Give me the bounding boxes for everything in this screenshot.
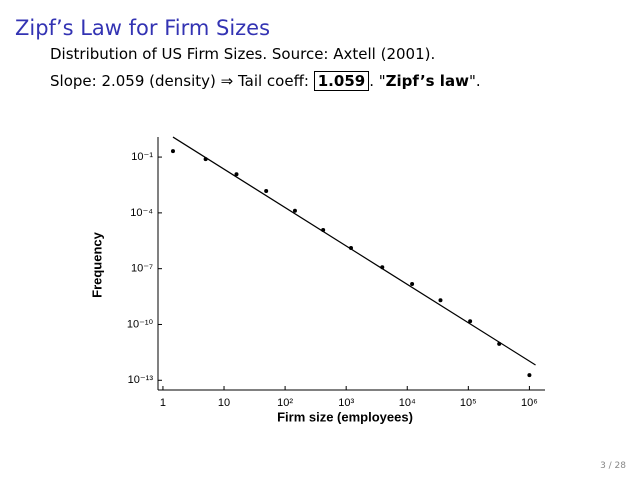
data-point bbox=[264, 188, 269, 193]
data-point bbox=[234, 172, 239, 177]
data-point bbox=[497, 341, 502, 346]
boxed-value: 1.059 bbox=[313, 71, 370, 91]
slide-title: Zipf’s Law for Firm Sizes bbox=[15, 16, 271, 40]
text: Slope: 2.059 (density) ⇒ Tail coeff: bbox=[50, 72, 314, 90]
x-axis-label: Firm size (employees) bbox=[277, 409, 413, 424]
y-tick-label: 10⁻¹ bbox=[131, 151, 153, 163]
x-tick-label: 10² bbox=[277, 397, 293, 409]
y-tick-label: 10⁻¹⁰ bbox=[127, 318, 154, 330]
data-point bbox=[468, 319, 473, 324]
data-point bbox=[527, 373, 532, 378]
x-tick-label: 10 bbox=[218, 397, 230, 409]
x-tick-label: 10³ bbox=[338, 397, 354, 409]
data-point bbox=[438, 298, 443, 303]
x-tick-label: 10⁵ bbox=[460, 397, 477, 409]
x-tick-label: 1 bbox=[160, 397, 166, 409]
x-tick-label: 10⁴ bbox=[399, 397, 416, 409]
y-tick-label: 10⁻⁷ bbox=[131, 263, 153, 275]
y-tick-label: 10⁻¹³ bbox=[128, 374, 154, 386]
data-point bbox=[380, 265, 385, 270]
page-number: 3 / 28 bbox=[600, 461, 626, 471]
subtitle-line: Distribution of US Firm Sizes. Source: A… bbox=[50, 45, 436, 63]
text: . " bbox=[369, 72, 386, 90]
data-point bbox=[321, 228, 326, 233]
data-point bbox=[170, 149, 175, 154]
subtitle-line: Slope: 2.059 (density) ⇒ Tail coeff: 1.0… bbox=[50, 71, 481, 91]
y-tick-label: 10⁻⁴ bbox=[130, 207, 153, 219]
x-tick-label: 10⁶ bbox=[521, 397, 538, 409]
data-point bbox=[349, 245, 354, 250]
data-point bbox=[410, 281, 415, 286]
data-point bbox=[292, 208, 297, 213]
fit-line bbox=[172, 136, 536, 366]
y-axis-label: Frequency bbox=[89, 231, 104, 298]
bold-text: Zipf’s law bbox=[385, 72, 469, 90]
text: ". bbox=[468, 72, 481, 90]
data-point bbox=[203, 157, 208, 162]
